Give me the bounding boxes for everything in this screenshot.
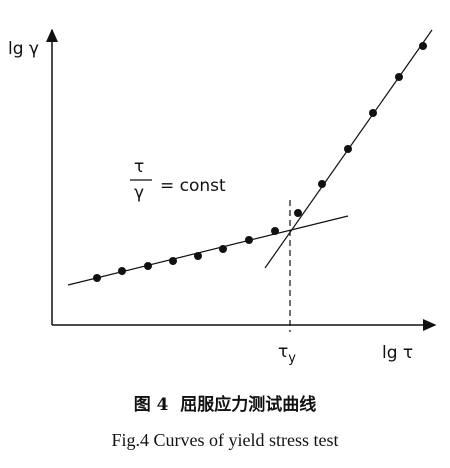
low-stress-line xyxy=(67,215,349,286)
point xyxy=(318,180,326,188)
point xyxy=(93,274,101,282)
x-axis-label: lg τ xyxy=(382,343,413,363)
yield-symbol: τ xyxy=(278,342,288,362)
points xyxy=(93,42,427,282)
point xyxy=(219,245,227,253)
yield-subscript: y xyxy=(288,351,296,366)
point xyxy=(144,262,152,270)
caption-english: Fig.4 Curves of yield stress test xyxy=(112,430,339,450)
axes xyxy=(46,28,437,331)
y-axis-label: lg γ xyxy=(8,39,39,59)
point xyxy=(245,236,253,244)
point xyxy=(271,227,279,235)
point xyxy=(294,209,302,217)
point xyxy=(369,109,377,117)
annotation-denominator: γ xyxy=(134,183,144,203)
curves xyxy=(67,29,433,332)
point xyxy=(344,145,352,153)
point xyxy=(118,267,126,275)
yield-label: τy xyxy=(278,342,296,366)
annotation-rest: = const xyxy=(160,176,226,196)
caption-chinese: 图 4 屈服应力测试曲线 xyxy=(134,394,317,415)
point xyxy=(169,257,177,265)
point xyxy=(194,252,202,260)
annotation-numerator: τ xyxy=(134,157,144,177)
point xyxy=(419,42,427,50)
point xyxy=(395,73,403,81)
